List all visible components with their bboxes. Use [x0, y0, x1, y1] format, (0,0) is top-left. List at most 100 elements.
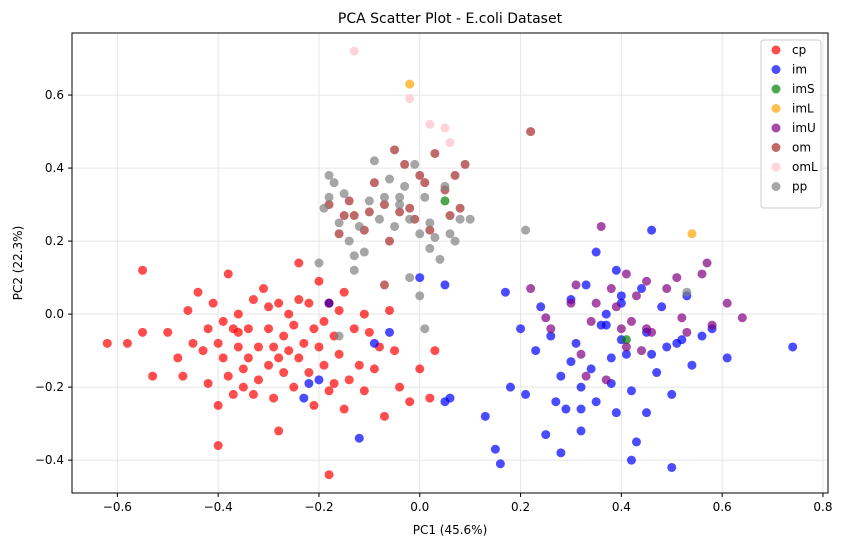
data-point-cp	[269, 393, 279, 403]
data-point-cp	[349, 324, 359, 334]
data-point-im	[586, 364, 596, 374]
data-point-cp	[163, 327, 173, 337]
data-point-cp	[314, 342, 324, 352]
data-point-im	[631, 437, 641, 447]
data-point-imL	[405, 79, 415, 89]
data-point-im	[662, 342, 672, 352]
data-point-cp	[329, 378, 339, 388]
data-point-cp	[238, 364, 248, 374]
data-point-imU	[591, 298, 601, 308]
data-point-om	[460, 159, 470, 169]
data-point-cp	[238, 382, 248, 392]
data-point-im	[551, 397, 561, 407]
data-point-im	[697, 331, 707, 341]
data-point-cp	[294, 353, 304, 363]
data-point-cp	[289, 320, 299, 330]
data-point-im	[591, 247, 601, 257]
data-point-cp	[233, 309, 243, 319]
data-point-im	[621, 349, 631, 359]
data-point-om	[395, 207, 405, 217]
data-point-om	[420, 178, 430, 188]
data-point-im	[611, 265, 621, 275]
data-point-cp	[208, 298, 218, 308]
data-point-cp	[188, 338, 198, 348]
data-point-imU	[672, 273, 682, 283]
data-point-cp	[248, 295, 258, 305]
data-point-cp	[178, 371, 188, 381]
data-point-cp	[354, 360, 364, 370]
data-point-im	[667, 389, 677, 399]
data-point-imU	[566, 298, 576, 308]
data-point-cp	[274, 298, 284, 308]
data-point-pp	[339, 189, 349, 199]
legend: cp im imS imL imU om omL pp	[760, 39, 822, 209]
data-point-im	[500, 287, 510, 297]
legend-label-im: im	[792, 63, 807, 77]
y-tick-label: 0.4	[45, 161, 64, 175]
data-point-pp	[395, 200, 405, 210]
x-tick-label: 0.8	[813, 500, 832, 514]
data-point-im	[385, 327, 395, 337]
data-point-cp	[284, 309, 294, 319]
data-point-im	[647, 225, 657, 235]
data-point-im	[722, 353, 732, 363]
data-point-imU	[737, 313, 747, 323]
data-point-cp	[430, 346, 440, 356]
data-point-cp	[294, 295, 304, 305]
data-point-om	[400, 159, 410, 169]
data-point-cp	[248, 389, 258, 399]
data-point-pp	[329, 178, 339, 188]
data-point-im	[480, 411, 490, 421]
data-point-cp	[319, 360, 329, 370]
data-point-om	[379, 280, 389, 290]
legend-label-omL: omL	[792, 160, 818, 174]
legend-marker-imU	[771, 123, 781, 133]
data-point-pp	[324, 170, 334, 180]
data-point-cp	[359, 309, 369, 319]
data-point-im	[495, 459, 505, 469]
x-tick-label: −0.4	[204, 500, 233, 514]
x-tick-label: 0.6	[713, 500, 732, 514]
data-point-cp	[259, 284, 269, 294]
data-point-pp	[379, 192, 389, 202]
data-point-imU	[677, 313, 687, 323]
data-point-pp	[364, 196, 374, 206]
data-point-cp	[390, 346, 400, 356]
data-point-cp	[213, 441, 223, 451]
y-tick-label: −0.2	[35, 380, 64, 394]
data-point-im	[657, 302, 667, 312]
data-point-cp	[299, 338, 309, 348]
data-point-pp	[450, 236, 460, 246]
data-point-pp	[415, 229, 425, 239]
legend-marker-omL	[771, 162, 781, 172]
data-point-im	[440, 280, 450, 290]
data-point-im	[546, 331, 556, 341]
data-point-im	[591, 397, 601, 407]
data-point-cp	[369, 364, 379, 374]
data-point-cp	[289, 382, 299, 392]
data-point-cp	[138, 265, 148, 275]
data-point-im	[304, 378, 314, 388]
data-points	[102, 46, 798, 480]
data-point-imU	[571, 280, 581, 290]
data-point-om	[390, 145, 400, 155]
data-point-pp	[390, 221, 400, 231]
data-point-om	[430, 148, 440, 158]
data-point-imU	[707, 320, 717, 330]
data-point-pp	[420, 192, 430, 202]
data-point-cp	[213, 400, 223, 410]
data-point-imU	[541, 313, 551, 323]
legend-label-imU: imU	[792, 121, 816, 135]
data-point-om	[364, 207, 374, 217]
data-point-om	[450, 170, 460, 180]
data-point-om	[369, 178, 379, 188]
chart-title: PCA Scatter Plot - E.coli Dataset	[338, 11, 563, 27]
data-point-cp	[198, 346, 208, 356]
data-point-om	[385, 236, 395, 246]
data-point-pp	[374, 214, 384, 224]
data-point-cp	[359, 386, 369, 396]
data-point-om	[526, 127, 536, 137]
legend-marker-imS	[771, 84, 781, 94]
data-point-cp	[213, 338, 223, 348]
data-point-im	[536, 302, 546, 312]
